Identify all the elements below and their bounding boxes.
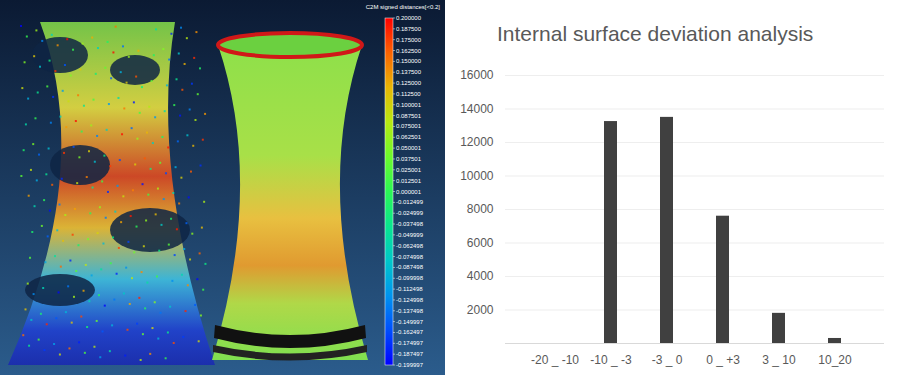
svg-text:-0.074998: -0.074998	[396, 254, 424, 260]
svg-text:0.012501: 0.012501	[396, 178, 422, 184]
svg-text:0.112500: 0.112500	[396, 91, 421, 97]
svg-text:14000: 14000	[460, 102, 494, 116]
svg-text:0.075001: 0.075001	[396, 123, 422, 129]
svg-text:C2M signed distances[<0.2]: C2M signed distances[<0.2]	[366, 4, 441, 10]
svg-text:0.200000: 0.200000	[396, 15, 422, 21]
svg-text:-0.087498: -0.087498	[396, 264, 424, 270]
svg-text:-0.124998: -0.124998	[396, 297, 424, 303]
svg-text:6000: 6000	[467, 236, 494, 250]
svg-text:-0.112498: -0.112498	[396, 286, 423, 292]
svg-text:12000: 12000	[460, 135, 494, 149]
svg-text:2000: 2000	[467, 303, 494, 317]
svg-text:0.187500: 0.187500	[396, 26, 422, 32]
svg-text:-0.099998: -0.099998	[396, 275, 424, 281]
svg-text:0.100001: 0.100001	[396, 102, 422, 108]
svg-text:-0.187497: -0.187497	[396, 351, 424, 357]
svg-text:0.000001: 0.000001	[396, 189, 422, 195]
svg-text:0.125000: 0.125000	[396, 80, 422, 86]
svg-text:-0.012499: -0.012499	[396, 199, 424, 205]
svg-text:8000: 8000	[467, 202, 494, 216]
svg-text:0.050001: 0.050001	[396, 145, 422, 151]
svg-text:-0.024999: -0.024999	[396, 210, 424, 216]
svg-text:-0.174997: -0.174997	[396, 340, 424, 346]
svg-text:0.137500: 0.137500	[396, 69, 422, 75]
svg-text:-20 _ -10: -20 _ -10	[531, 353, 579, 367]
svg-text:4000: 4000	[467, 269, 494, 283]
svg-text:16000: 16000	[460, 68, 494, 82]
svg-text:-0.149997: -0.149997	[396, 319, 424, 325]
svg-text:0.062501: 0.062501	[396, 134, 422, 140]
svg-text:-0.162497: -0.162497	[396, 329, 424, 335]
svg-text:0.175000: 0.175000	[396, 37, 422, 43]
svg-text:10000: 10000	[460, 169, 494, 183]
svg-text:-0.137498: -0.137498	[396, 308, 424, 314]
svg-text:-0.062498: -0.062498	[396, 243, 424, 249]
svg-text:0.087501: 0.087501	[396, 113, 422, 119]
svg-text:10_20: 10_20	[818, 353, 852, 367]
svg-text:0.025001: 0.025001	[396, 167, 422, 173]
html-text:Internal surface deviation ana: Internal surface deviation analysis	[497, 22, 814, 45]
svg-text:-3 _ 0: -3 _ 0	[652, 353, 683, 367]
svg-text:0.037501: 0.037501	[396, 156, 422, 162]
svg-text:0.150000: 0.150000	[396, 58, 422, 64]
svg-text:3 _ 10: 3 _ 10	[762, 353, 796, 367]
svg-text:0.162500: 0.162500	[396, 48, 422, 54]
svg-text:0 _ +3: 0 _ +3	[706, 353, 740, 367]
svg-text:-0.049999: -0.049999	[396, 232, 424, 238]
svg-text:-10 _ -3: -10 _ -3	[590, 353, 632, 367]
svg-text:-0.199997: -0.199997	[396, 362, 424, 368]
svg-text:-0.037498: -0.037498	[396, 221, 424, 227]
